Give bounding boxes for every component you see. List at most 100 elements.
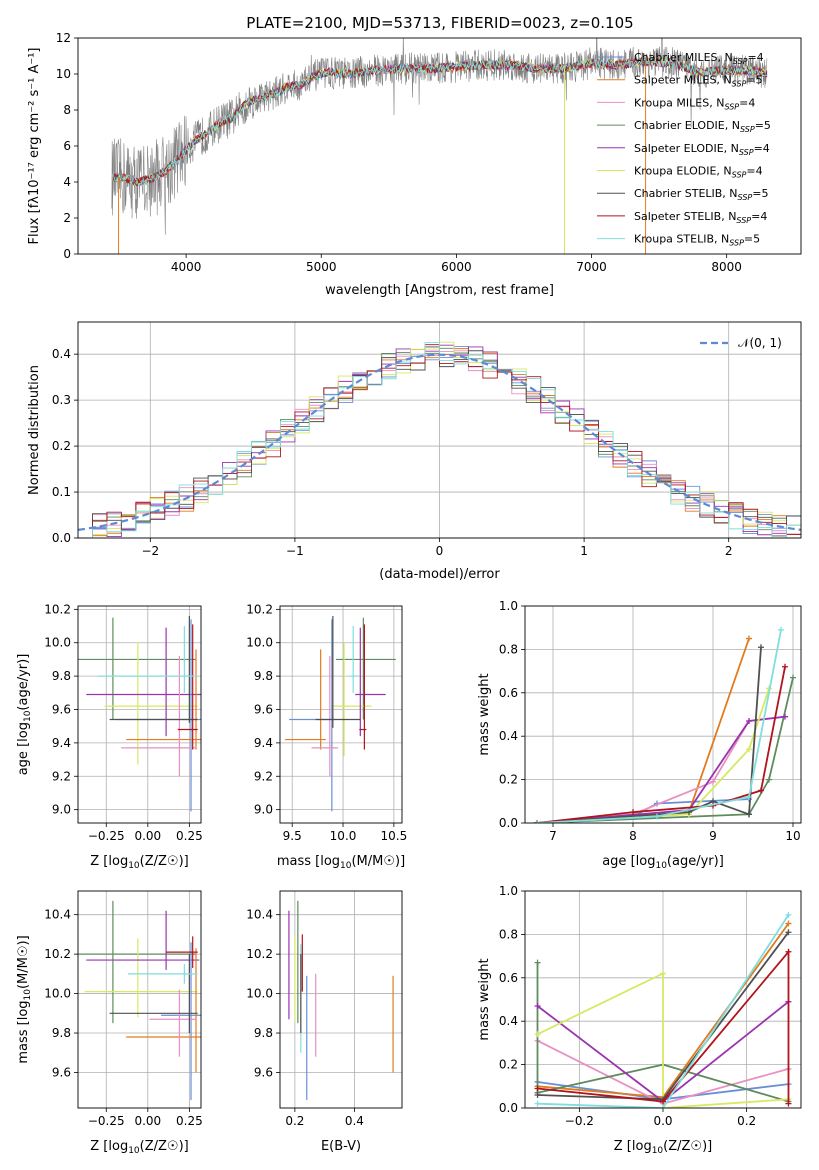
spectrum-xtick-label: 7000 xyxy=(576,260,607,274)
weight_vs_z-marker-1-2 xyxy=(785,920,792,927)
age_vs_mass-ytick-label: 10.0 xyxy=(246,636,273,650)
weight_vs_age-xlabel-main: age [log xyxy=(602,854,655,869)
legend-text: Chabrier ELODIE, N xyxy=(634,119,740,132)
legend-text: Chabrier MILES, N xyxy=(634,51,733,64)
legend-text: Chabrier STELIB, N xyxy=(634,187,738,200)
weight_vs_age-marker-8-1 xyxy=(654,813,660,820)
residuals-xtick-label: 1 xyxy=(580,544,588,558)
weight_vs_z-line-7 xyxy=(537,949,790,1104)
age_vs_z-xlabel-end: (Z/Z☉)] xyxy=(140,854,189,869)
weight_vs_age-marker-6-4 xyxy=(758,644,764,651)
age_vs_mass-plot-area xyxy=(285,616,396,812)
weight_vs_z-marker-3-0 xyxy=(534,959,541,966)
age_vs_z-ylabel: age [log10(age/yr)] xyxy=(16,654,33,776)
weight_vs_z-frame xyxy=(524,890,802,1109)
weight_vs_z-marker-6-2 xyxy=(785,929,792,936)
age_vs_z-panel: −0.25 0.00 0.25 9.0 9.2 9.4 9.6 9.8 10.0 10.2 Z [l… xyxy=(16,602,203,871)
weight_vs_age-marker-1-3 xyxy=(746,635,752,642)
weight_vs_z-xtick-label: 0.2 xyxy=(737,1114,756,1128)
weight_vs_age-ytick-label: 0.0 xyxy=(499,816,518,830)
weight_vs_age-plot-area xyxy=(534,626,796,823)
age_vs_z-ytick-label: 9.4 xyxy=(52,736,71,750)
age_vs_mass-ytick-label: 9.4 xyxy=(254,736,273,750)
legend-suffix: =4 xyxy=(754,142,770,155)
age_vs_mass-ytick-label: 9.8 xyxy=(254,669,273,683)
spectrum-legend-entry-0: Chabrier MILES, NSSP=4 xyxy=(634,51,764,66)
age_vs_mass-ytick-label: 10.2 xyxy=(246,602,273,616)
legend-subscript: SSP xyxy=(733,57,748,66)
legend-subscript: SSP xyxy=(739,148,754,157)
age_vs_z-xtick-label: −0.25 xyxy=(88,829,125,843)
age_vs_mass-ytick-label: 9.2 xyxy=(254,769,273,783)
weight_vs_z-ylabel: mass weight xyxy=(477,958,492,1040)
mass_vs_ebv-ytick-label: 9.8 xyxy=(254,1026,273,1040)
spectrum-legend-entry-4: Salpeter ELODIE, NSSP=4 xyxy=(634,142,770,157)
weight_vs_z-marker-8-0 xyxy=(534,1100,541,1107)
age_vs_z-xlabel-main: Z [log xyxy=(90,854,128,869)
age_vs_z-xlabel: Z [log10(Z/Z☉)] xyxy=(90,854,188,871)
legend-text: Salpeter STELIB, N xyxy=(634,210,736,223)
mass_vs_z-plot-area xyxy=(78,900,201,1101)
age_vs_z-xtick-label: 0.25 xyxy=(176,829,203,843)
residuals-legend-label: 𝒩(0, 1) xyxy=(738,336,782,350)
spectrum-ytick-label: 4 xyxy=(63,175,71,189)
mass_vs_ebv-ytick-label: 10.2 xyxy=(246,947,273,961)
age_vs_z-ylabel-end: (age/yr)] xyxy=(16,654,31,711)
age_vs_z-ytick-label: 9.2 xyxy=(52,769,71,783)
weight_vs_z-xlabel-end: (Z/Z☉)] xyxy=(663,1139,712,1154)
spectrum-model-line-7 xyxy=(111,56,768,186)
spectrum-xtick-label: 6000 xyxy=(441,260,472,274)
spectrum-xtick-label: 8000 xyxy=(711,260,742,274)
mass_vs_ebv-xtick-label: 0.4 xyxy=(345,1114,364,1128)
mass_vs_ebv-ytick-label: 9.6 xyxy=(254,1065,273,1079)
figure-title: PLATE=2100, MJD=53713, FIBERID=0023, z=0… xyxy=(246,14,633,32)
spectrum-ylabel: Flux [fλ10⁻¹⁷ erg cm⁻² s⁻¹ A⁻¹] xyxy=(27,48,42,245)
spectrum-ytick-label: 2 xyxy=(63,211,71,225)
weight_vs_age-line-3 xyxy=(536,677,794,823)
age_vs_mass-xtick-label: 10.0 xyxy=(330,829,357,843)
weight_vs_age-marker-3-2 xyxy=(766,776,772,783)
weight_vs_z-ytick-label: 0.8 xyxy=(499,927,518,941)
weight_vs_age-xtick-label: 8 xyxy=(629,829,637,843)
residuals-ytick-label: 0.2 xyxy=(52,439,71,453)
legend-text: Kroupa ELODIE, N xyxy=(634,165,732,178)
weight_vs_age-marker-8-0 xyxy=(534,820,540,823)
weight_vs_z-ytick-label: 0.6 xyxy=(499,971,518,985)
spectrum-legend-entry-7: Salpeter STELIB, NSSP=4 xyxy=(634,210,767,225)
weight_vs_age-frame xyxy=(524,605,802,824)
weight_vs_age-marker-8-2 xyxy=(746,793,752,800)
age_vs_mass-xlabel: mass [log10(M/M☉)] xyxy=(277,854,405,871)
mass_vs_z-xtick-label: 0.00 xyxy=(134,1114,161,1128)
residuals-frame xyxy=(77,321,802,539)
weight_vs_z-marker-7-3 xyxy=(785,1100,792,1107)
mass_vs_z-ylabel-main: mass [log xyxy=(16,1000,31,1063)
age_vs_mass-xtick-label: 10.5 xyxy=(381,829,408,843)
weight_vs_age-ytick-label: 0.2 xyxy=(499,773,518,787)
mass_vs_z-ylabel-sub: 10 xyxy=(23,989,33,1001)
weight_vs_age-line-4 xyxy=(536,715,786,823)
legend-subscript: SSP xyxy=(729,239,744,248)
weight_vs_age-xtick-label: 10 xyxy=(785,829,800,843)
weight_vs_z-marker-7-1 xyxy=(660,1098,666,1105)
age_vs_z-xlabel-sub: 10 xyxy=(128,861,140,871)
weight_vs_age-xtick-label: 9 xyxy=(709,829,717,843)
age_vs_mass-ytick-label: 9.0 xyxy=(254,803,273,817)
mass_vs_z-ytick-label: 10.2 xyxy=(44,947,71,961)
mass_vs_ebv-plot-area xyxy=(288,900,394,1101)
age_vs_mass-frame xyxy=(279,605,403,824)
age_vs_z-ytick-label: 9.6 xyxy=(52,702,71,716)
legend-text: Salpeter MILES, N xyxy=(634,74,732,87)
weight_vs_age-xtick-label: 7 xyxy=(549,829,557,843)
weight_vs_z-marker-7-0 xyxy=(534,1085,541,1092)
residuals-ylabel: Normed distribution xyxy=(27,365,42,495)
spectrum-legend-entry-8: Kroupa STELIB, NSSP=5 xyxy=(634,233,760,248)
weight_vs_z-ytick-label: 0.0 xyxy=(499,1101,518,1115)
spectrum-ytick-label: 6 xyxy=(63,139,71,153)
weight_vs_age-line-6 xyxy=(536,647,762,823)
weight_vs_age-marker-7-4 xyxy=(782,663,788,670)
weight_vs_age-ylabel: mass weight xyxy=(477,673,492,755)
mass_vs_z-ytick-label: 9.6 xyxy=(52,1065,71,1079)
legend-subscript: SSP xyxy=(736,216,751,225)
legend-suffix: =4 xyxy=(747,51,763,64)
